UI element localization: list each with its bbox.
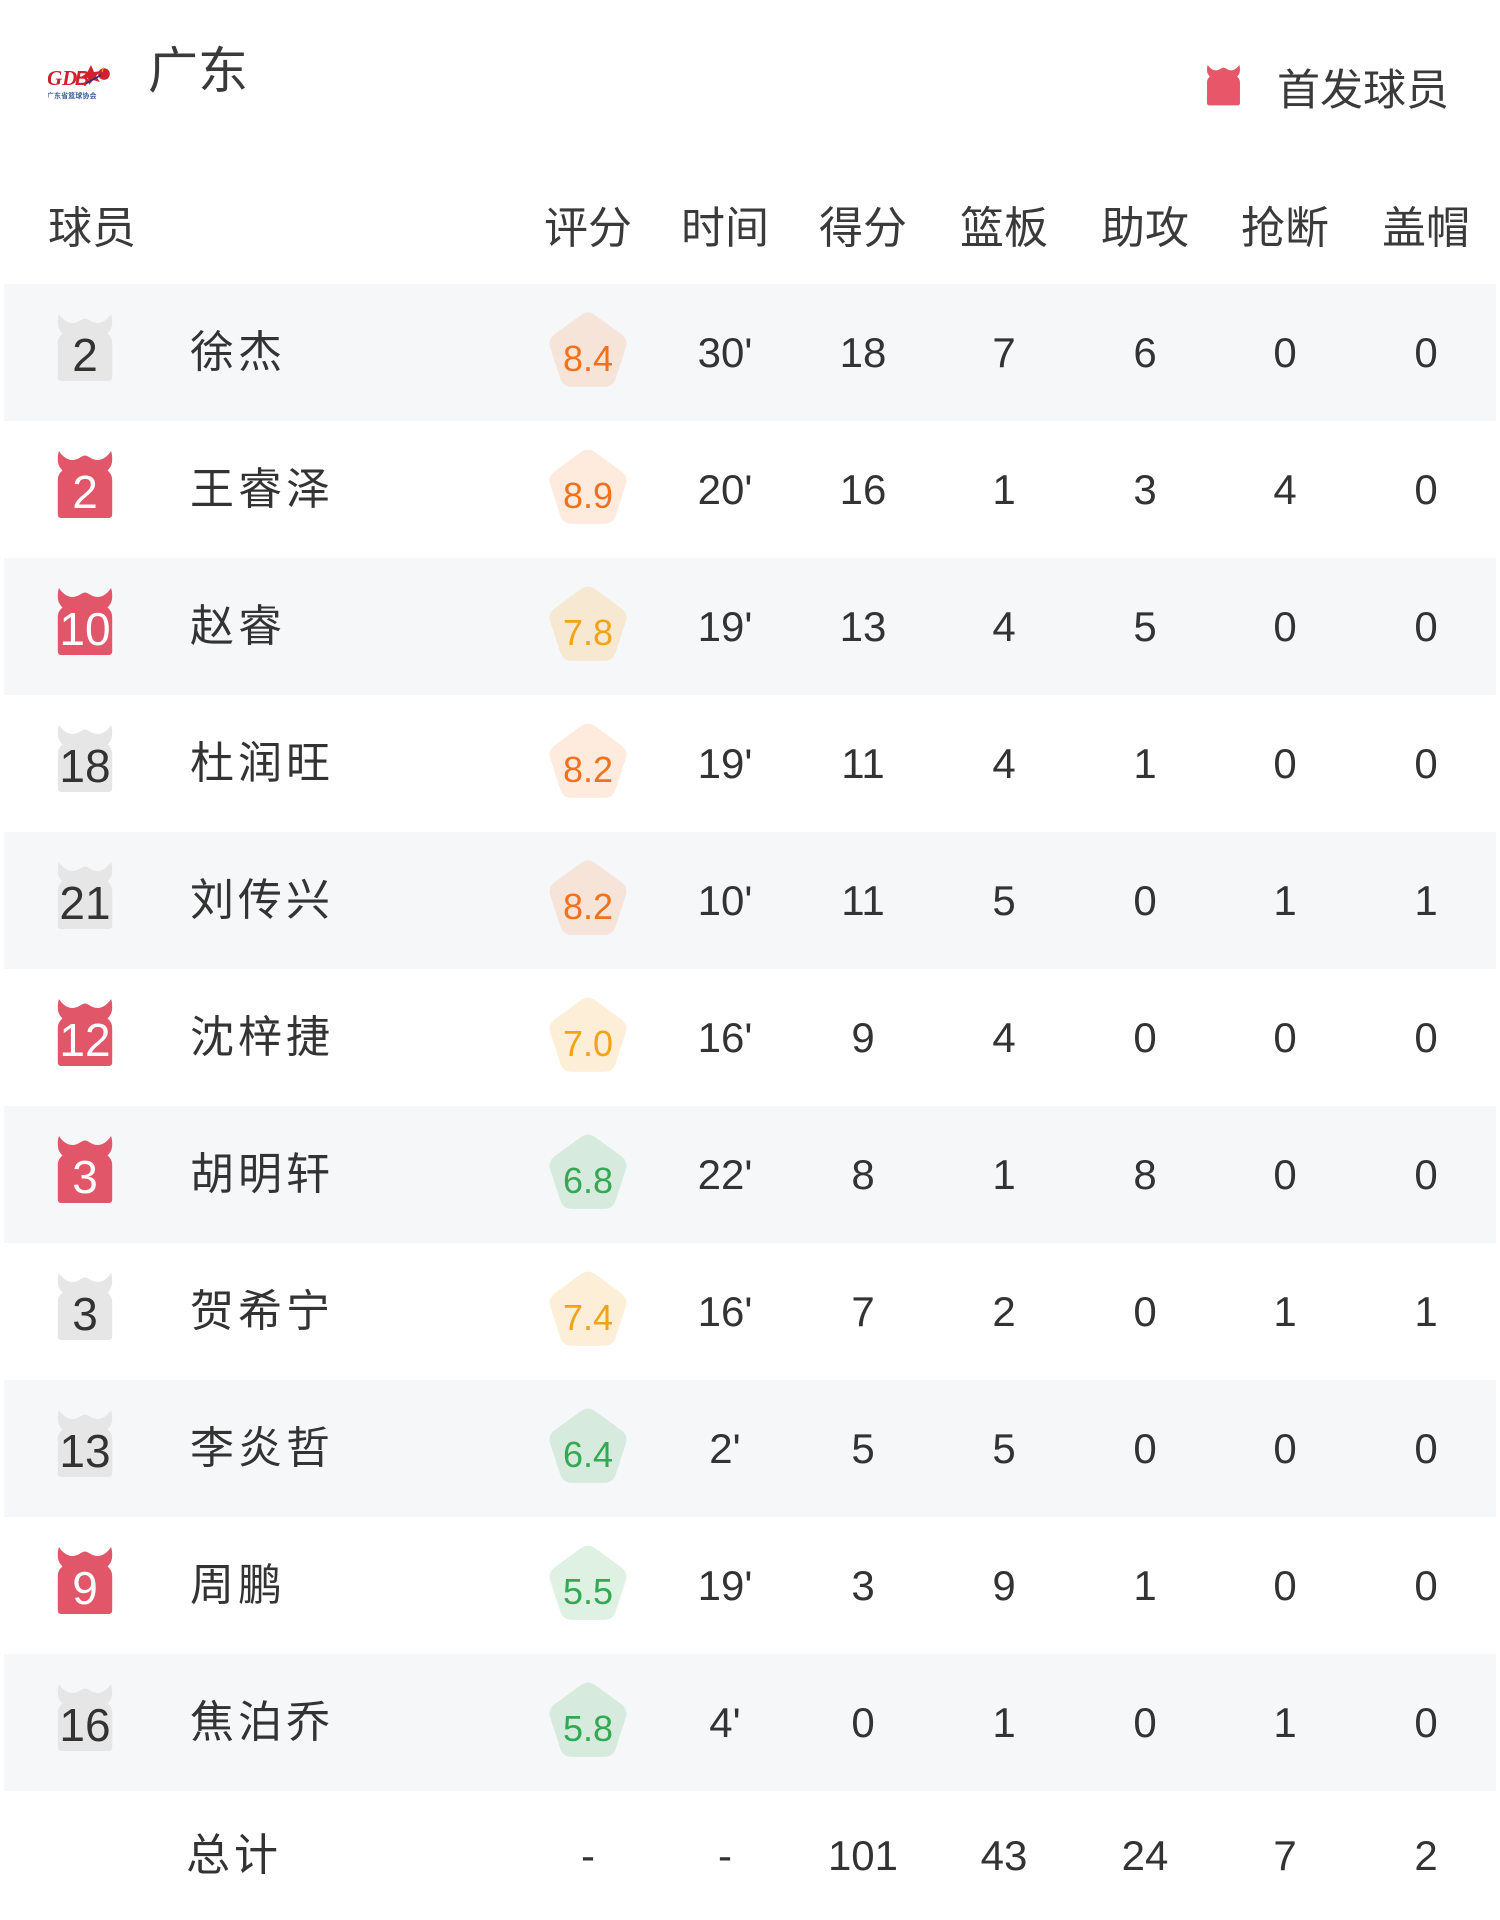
svg-text:B: B (75, 68, 89, 90)
svg-text:GD: GD (48, 66, 77, 90)
svg-text:广东省篮球协会: 广东省篮球协会 (48, 91, 97, 100)
